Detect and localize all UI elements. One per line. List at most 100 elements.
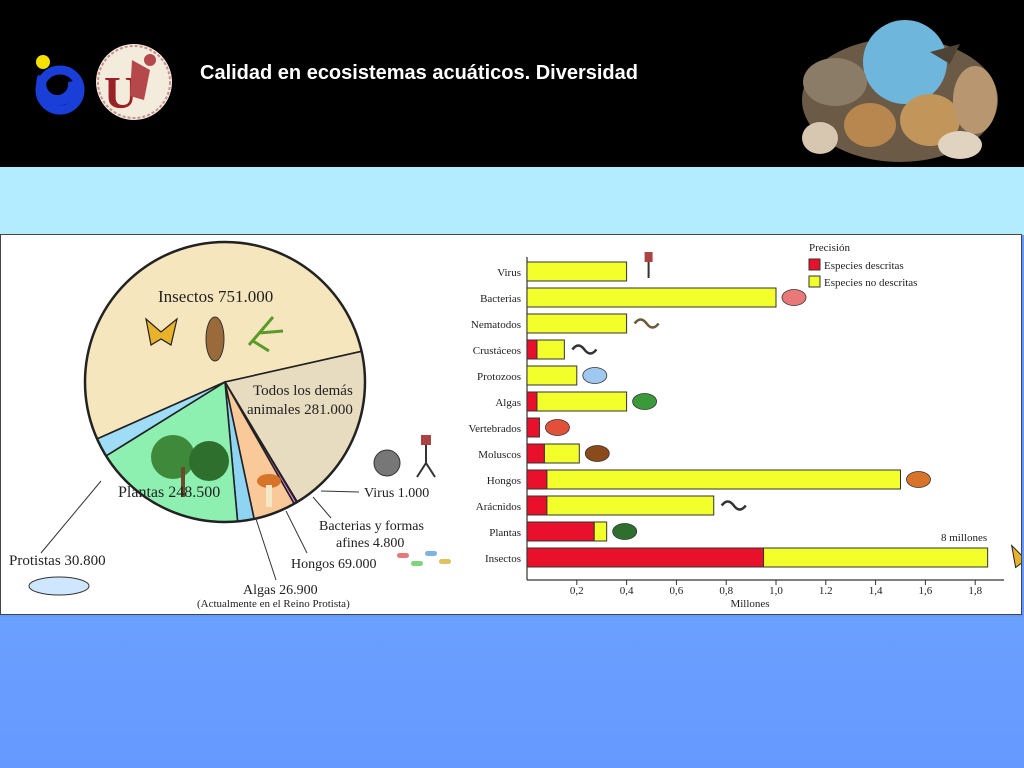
legend-label: Especies descritas <box>824 260 904 272</box>
pie-label-otros-animales: animales 281.000 <box>247 402 353 418</box>
pie-label-algas: Algas 26.900 <box>243 583 318 598</box>
bar-chart: Virus Bacterias Nematodos Crustáceos Protozo… <box>468 242 1021 610</box>
x-tick-label: 1,6 <box>919 585 933 597</box>
category-label: Algas <box>495 397 521 409</box>
tree-icon <box>151 435 195 479</box>
category-label: Moluscos <box>478 449 521 461</box>
category-label: Insectos <box>485 553 521 565</box>
ub-logo-icon <box>35 55 85 115</box>
protist-icon <box>28 576 90 596</box>
butterfly-icon <box>145 317 178 346</box>
leader-line <box>40 480 102 554</box>
bar-descritas <box>526 547 765 568</box>
tree-icon <box>189 441 229 481</box>
legend: Precisión Especies descritas Especies no d… <box>808 242 917 289</box>
light-blue-band <box>0 167 1024 235</box>
bar-no-descritas <box>543 443 580 464</box>
worm-icon <box>633 318 660 329</box>
pie-label-bacterias: afines 4.800 <box>336 536 404 551</box>
category-label: Hongos <box>487 475 521 487</box>
pie-note-algas: (Actualmente en el Reino Protista) <box>197 598 350 610</box>
mantis-icon <box>247 316 284 353</box>
bar-descritas <box>526 417 540 438</box>
bacteriophage-icon <box>416 443 436 478</box>
x-tick-label: 1,8 <box>968 585 982 597</box>
pie-label-plantas: Plantas 248.500 <box>118 484 220 501</box>
bar-descritas <box>526 339 538 360</box>
category-label: Plantas <box>489 527 521 539</box>
bacteria-icon <box>411 561 423 566</box>
legend-swatch <box>808 275 821 288</box>
x-tick-label: 0,4 <box>620 585 634 597</box>
spider-icon <box>720 500 747 511</box>
protozoa-icon <box>582 367 608 384</box>
mushroom-icon <box>257 474 281 488</box>
bar-descritas <box>526 495 548 516</box>
virus-icon <box>373 449 401 477</box>
bacteriophage-head <box>421 435 431 445</box>
bacteria-icon <box>397 553 409 558</box>
bar-descritas <box>526 521 595 542</box>
bar-no-descritas <box>546 495 715 516</box>
category-label: Crustáceos <box>473 345 521 357</box>
bar-descritas <box>526 443 545 464</box>
x-tick-label: 0,6 <box>670 585 684 597</box>
category-label: Bacterias <box>480 293 521 305</box>
bar-descritas <box>526 391 538 412</box>
x-tick-label: 1,0 <box>769 585 783 597</box>
pie-label-virus: Virus 1.000 <box>364 486 429 501</box>
x-tick-label: 0,8 <box>719 585 733 597</box>
bottom-band <box>0 617 1024 768</box>
x-tick-label: 1,4 <box>869 585 883 597</box>
mushroom-icon <box>906 471 931 488</box>
lobster-icon <box>571 344 598 355</box>
animals-collage-icon <box>802 20 998 162</box>
x-tick-label: 1.2 <box>819 585 833 597</box>
bar-no-descritas <box>526 261 628 282</box>
bar-descritas <box>526 469 548 490</box>
slide-title: Calidad en ecosistemas acuáticos. Divers… <box>200 62 638 84</box>
bar-no-descritas <box>763 547 989 568</box>
figure-panel: Insectos 751.000 Todos los demás animales … <box>0 234 1022 615</box>
legend-swatch <box>808 258 821 271</box>
bacteria-icon <box>425 551 437 556</box>
bar-no-descritas <box>546 469 901 490</box>
slide-header: U Calidad en ecosistemas acuáticos. Dive… <box>0 0 1024 167</box>
pie-outline <box>83 240 367 524</box>
pie-label-protistas: Protistas 30.800 <box>9 553 106 569</box>
bar-no-descritas <box>593 521 608 542</box>
leader-line <box>255 518 277 581</box>
category-label: Protozoos <box>477 371 521 383</box>
fish-icon <box>545 419 570 436</box>
pie-label-insectos: Insectos 751.000 <box>158 287 273 306</box>
tree-trunk <box>181 467 185 497</box>
leader-line <box>312 496 332 519</box>
butterfly-icon <box>1010 544 1021 569</box>
bacteria-icon <box>439 559 451 564</box>
algae-icon <box>632 393 657 410</box>
header-graphics: U <box>35 20 998 162</box>
leader-line <box>320 490 360 493</box>
category-label: Nematodos <box>471 319 521 331</box>
leader-line <box>285 510 308 554</box>
bacteria-icon <box>781 289 807 306</box>
bar-no-descritas <box>536 339 565 360</box>
category-label: Arácnidos <box>476 501 521 513</box>
beetle-icon <box>205 316 225 362</box>
annotation-8-millones: 8 millones <box>941 532 987 544</box>
legend-title: Precisión <box>809 242 850 254</box>
university-seal-icon: U <box>96 44 172 120</box>
virus-icon <box>644 252 653 278</box>
mushroom-stem <box>266 485 272 507</box>
pie-label-bacterias: Bacterias y formas <box>319 519 424 534</box>
bar-no-descritas <box>526 287 777 308</box>
pie-chart: Insectos 751.000 Todos los demás animales … <box>9 240 451 610</box>
tree-icon <box>612 523 638 540</box>
octopus-icon <box>584 445 610 462</box>
x-tick-label: 0,2 <box>570 585 584 597</box>
category-label: Vertebrados <box>468 423 521 435</box>
pie-label-otros-animales: Todos los demás <box>253 383 353 399</box>
pie-icons <box>145 316 284 507</box>
bar-no-descritas <box>536 391 628 412</box>
bar-no-descritas <box>526 313 628 334</box>
